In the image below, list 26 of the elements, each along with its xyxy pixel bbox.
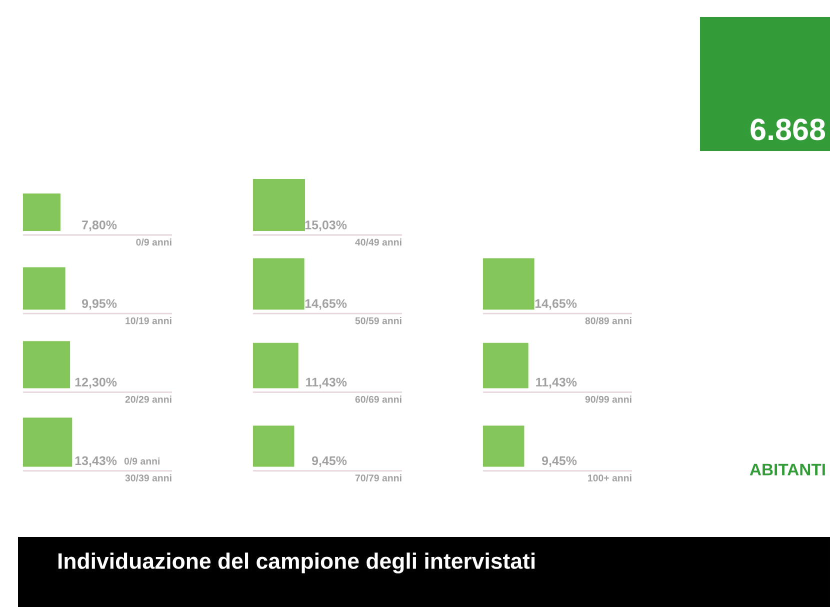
- data-label: 11,43%: [536, 378, 577, 388]
- category-label: 70/79 anni: [355, 474, 402, 482]
- category-label: 60/69 anni: [355, 396, 402, 403]
- data-label: 13,43%: [75, 456, 117, 467]
- category-label: 50/59 anni: [355, 317, 402, 324]
- data-label: 11,43%: [306, 378, 347, 388]
- data-label: 9,45%: [312, 456, 347, 467]
- data-label: 7,80%: [82, 220, 117, 232]
- category-label: 40/49 anni: [355, 238, 402, 246]
- text: 6.868: [750, 118, 826, 140]
- category-label: 100+ anni: [588, 474, 632, 482]
- data-label: 12,30%: [75, 378, 117, 388]
- category-label: 80/89 anni: [585, 317, 632, 324]
- category-label: 0/9 anni: [136, 238, 172, 246]
- category-label: 20/29 anni: [125, 396, 172, 403]
- text: 0/9 anni: [124, 457, 160, 465]
- data-label: 15,03%: [305, 220, 347, 232]
- text: ABITANTI: [750, 464, 825, 476]
- data-label: 9,45%: [542, 456, 577, 467]
- category-label: 30/39 anni: [125, 474, 172, 482]
- category-label: 90/99 anni: [585, 396, 632, 403]
- text: Individuazione del campione degli intervistati: [58, 552, 535, 574]
- category-label: 10/19 anni: [126, 317, 172, 324]
- data-label: 14,65%: [535, 299, 577, 310]
- data-label: 14,65%: [305, 299, 347, 310]
- data-label: 9,95%: [82, 299, 117, 310]
